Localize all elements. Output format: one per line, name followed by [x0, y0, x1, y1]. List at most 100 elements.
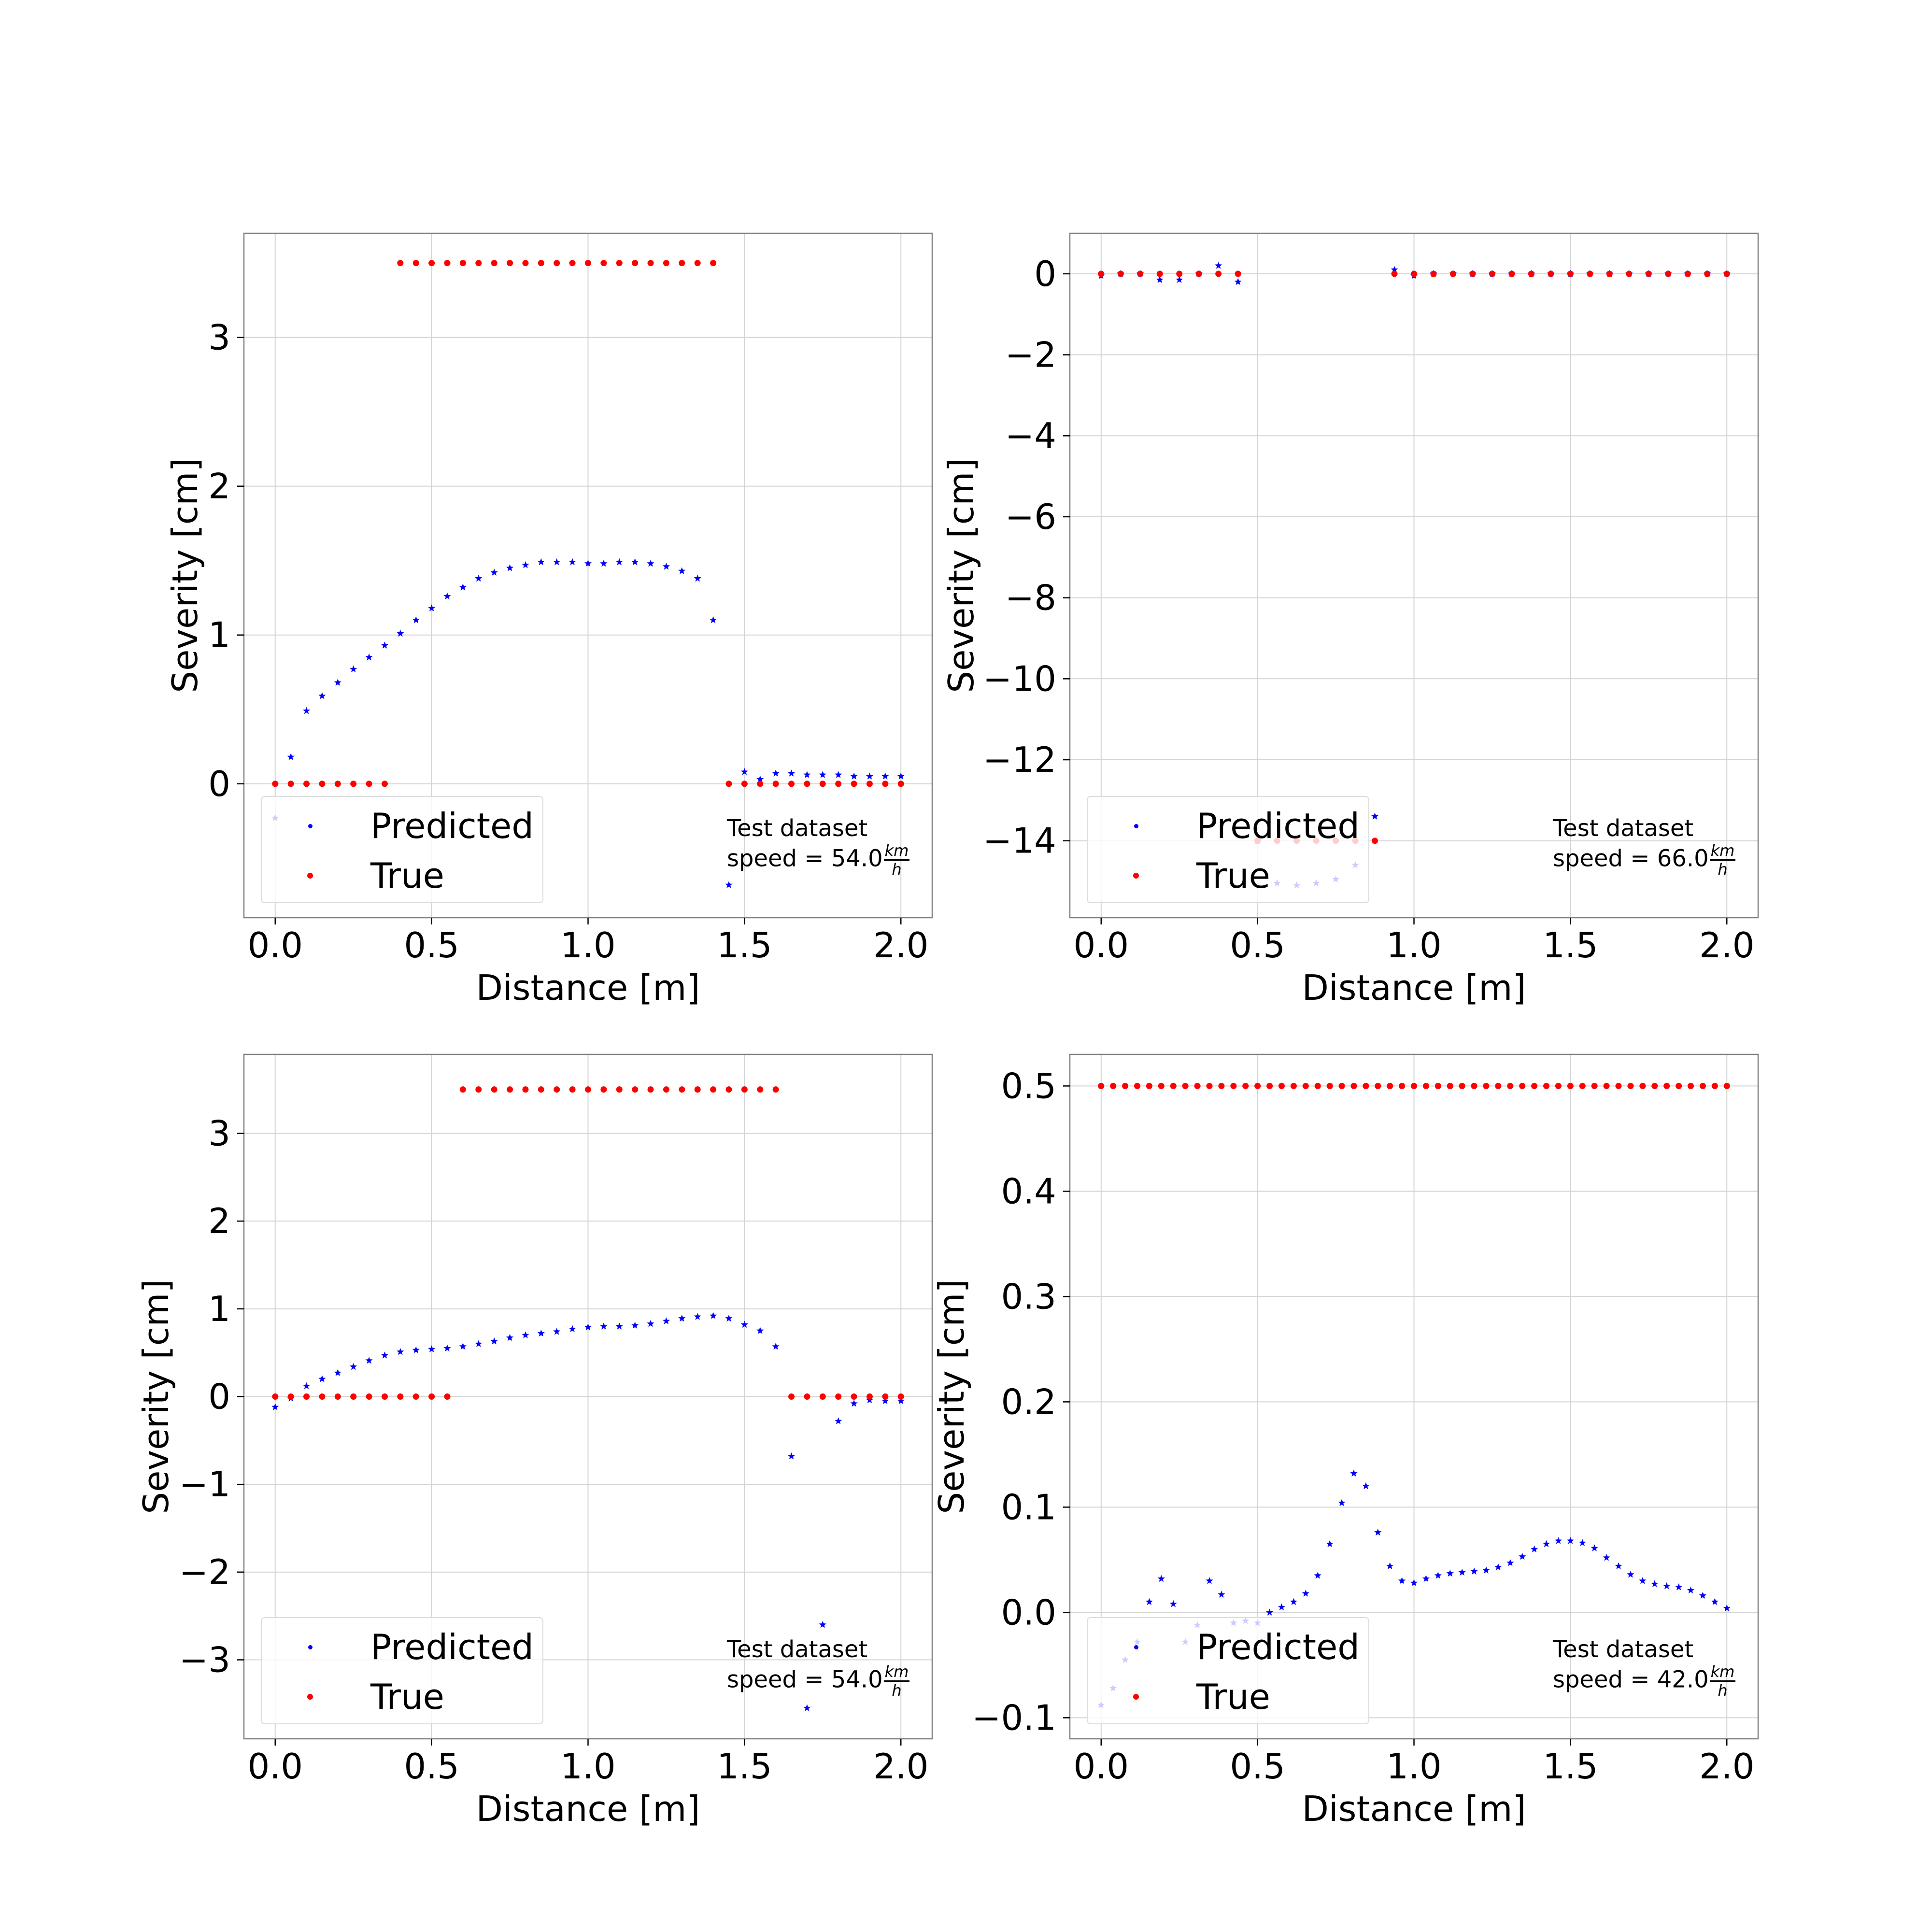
- true-point: [1215, 270, 1222, 277]
- true-point: [710, 260, 717, 267]
- predicted-point: [1176, 276, 1183, 283]
- y-tick-label: −6: [1005, 497, 1056, 537]
- true-point: [1651, 1082, 1658, 1089]
- true-marker-icon: [307, 873, 313, 879]
- true-point: [632, 260, 639, 267]
- speed-prefix: speed =: [727, 1666, 831, 1693]
- true-point: [772, 781, 779, 787]
- true-point: [272, 1393, 279, 1400]
- x-axis-label: Distance [m]: [1302, 1789, 1526, 1829]
- true-point: [1711, 1082, 1718, 1089]
- true-point: [1684, 270, 1691, 277]
- true-point: [1266, 1082, 1273, 1089]
- true-point: [538, 260, 544, 267]
- legend-entry: True: [262, 852, 542, 900]
- true-point: [303, 781, 310, 787]
- plot-area: [271, 260, 905, 888]
- true-point: [632, 1086, 639, 1093]
- x-tick-label: 2.0: [1699, 925, 1755, 966]
- speed-unit-numerator: km: [883, 841, 910, 861]
- predicted-point: [365, 1357, 373, 1364]
- true-point: [1314, 1082, 1321, 1089]
- predicted-point: [1482, 1566, 1490, 1574]
- predicted-point: [694, 574, 701, 582]
- predicted-point: [1338, 1499, 1346, 1506]
- true-point: [491, 260, 497, 267]
- true-point: [1242, 1082, 1249, 1089]
- true-point: [741, 781, 748, 787]
- y-tick-label: −2: [179, 1552, 230, 1592]
- true-point: [679, 1086, 685, 1093]
- predicted-point: [615, 558, 623, 566]
- predicted-point: [381, 641, 389, 649]
- true-point: [897, 781, 904, 787]
- true-point: [1567, 1082, 1574, 1089]
- predicted-point: [287, 753, 295, 760]
- true-point: [1422, 1082, 1429, 1089]
- y-tick-label: 0: [208, 1377, 230, 1417]
- y-tick-label: 0.1: [1001, 1487, 1056, 1527]
- legend-label: Predicted: [1196, 806, 1360, 846]
- predicted-point: [412, 1346, 420, 1353]
- predicted-point: [600, 1322, 608, 1330]
- predicted-point: [803, 771, 811, 778]
- y-tick-label: −12: [983, 739, 1056, 780]
- x-tick-label: 0.5: [1230, 1746, 1285, 1787]
- predicted-point: [475, 574, 483, 582]
- x-tick-label: 1.5: [717, 1746, 772, 1787]
- true-point: [804, 1393, 810, 1400]
- true-point: [819, 781, 826, 787]
- speed-annotation: Test dataset speed = 54.0 km h: [727, 814, 910, 877]
- true-point: [1411, 1082, 1417, 1089]
- true-point: [1230, 1082, 1237, 1089]
- x-tick-label: 2.0: [1699, 1746, 1755, 1787]
- predicted-point: [553, 558, 561, 566]
- true-point: [1591, 1082, 1598, 1089]
- true-point: [1627, 1082, 1634, 1089]
- x-tick-label: 1.5: [717, 925, 772, 966]
- predicted-point: [537, 558, 545, 566]
- dataset-label: Test dataset: [1553, 815, 1694, 842]
- speed-unit: km h: [883, 1664, 910, 1700]
- x-tick-label: 0.5: [404, 1746, 459, 1787]
- predicted-point: [553, 1328, 561, 1335]
- y-tick-label: 3: [208, 317, 230, 358]
- predicted-point: [1566, 1537, 1574, 1544]
- true-point: [1687, 1082, 1694, 1089]
- predicted-point: [1374, 1528, 1382, 1536]
- dataset-label: Test dataset: [1553, 1636, 1694, 1663]
- true-point: [1663, 1082, 1670, 1089]
- speed-unit: km h: [1709, 1664, 1736, 1698]
- true-point: [1194, 1082, 1201, 1089]
- y-axis-label: Severity [cm]: [136, 1279, 176, 1514]
- predicted-point: [350, 1363, 357, 1370]
- true-point: [882, 1393, 889, 1400]
- true-point: [1387, 1082, 1393, 1089]
- x-tick-label: 1.5: [1543, 925, 1598, 966]
- y-tick-label: 3: [208, 1113, 230, 1154]
- speed-unit-denominator: h: [892, 1681, 902, 1700]
- true-point: [412, 1393, 419, 1400]
- predicted-point: [1391, 266, 1398, 273]
- predicted-point: [584, 1323, 592, 1331]
- true-point: [1254, 1082, 1261, 1089]
- predicted-point: [1663, 1582, 1671, 1590]
- y-axis-label: Severity [cm]: [931, 1279, 972, 1514]
- true-point: [554, 1086, 560, 1093]
- predicted-point: [662, 563, 670, 570]
- true-point: [522, 260, 529, 267]
- true-point: [444, 260, 451, 267]
- true-point: [663, 260, 669, 267]
- true-point: [1449, 270, 1456, 277]
- true-point: [663, 1086, 669, 1093]
- predicted-point: [1290, 1598, 1297, 1605]
- true-point: [1146, 1082, 1152, 1089]
- predicted-point: [787, 1452, 796, 1460]
- true-point: [1508, 270, 1515, 277]
- true-point: [1391, 270, 1398, 277]
- predicted-marker-icon: [308, 1645, 313, 1649]
